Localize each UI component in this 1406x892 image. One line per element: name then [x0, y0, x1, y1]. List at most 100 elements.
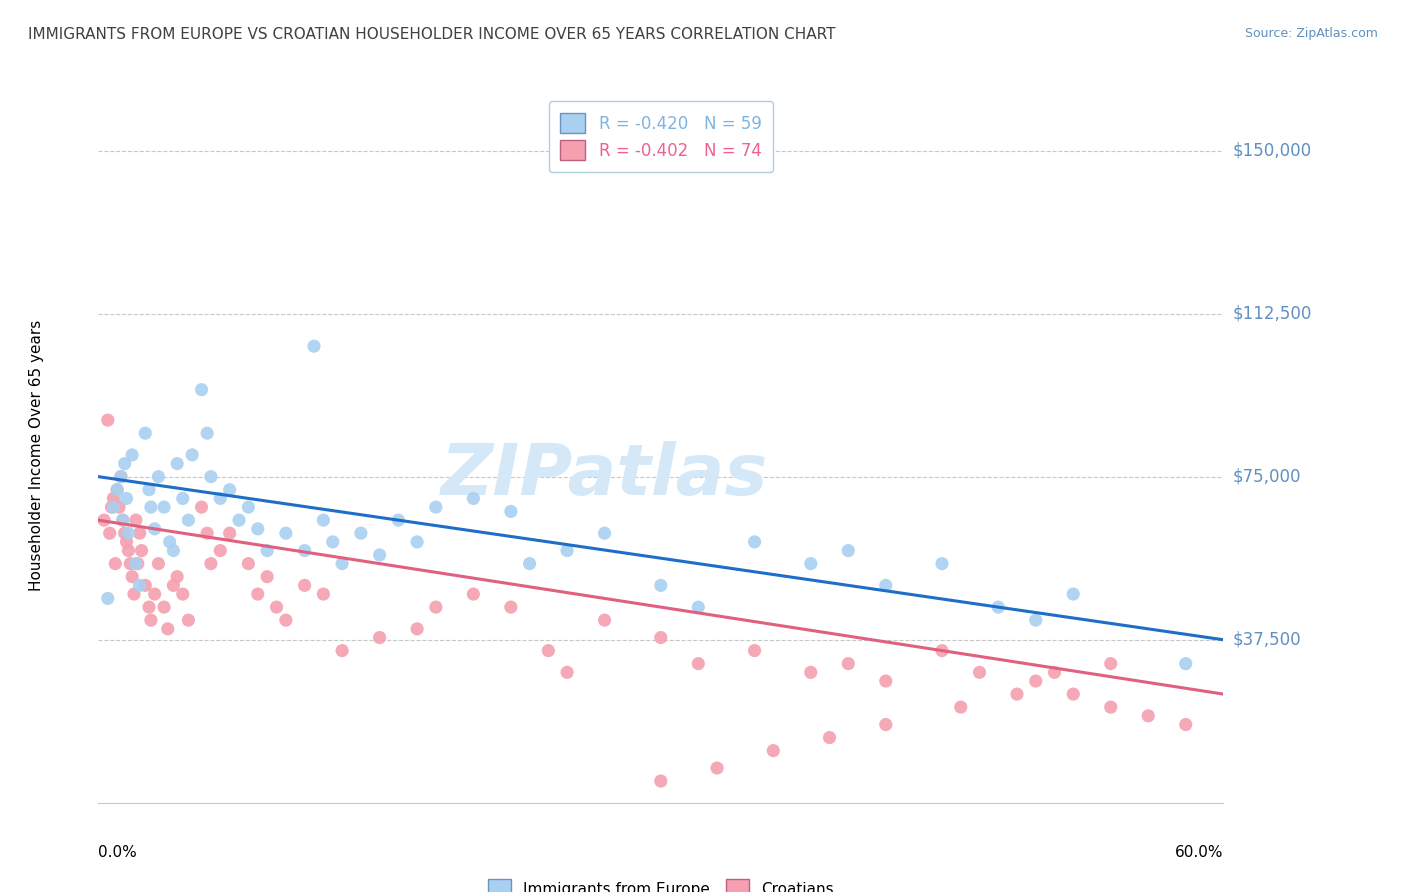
- Point: [650, 774, 672, 789]
- Point: [463, 491, 485, 506]
- Point: [837, 657, 859, 671]
- Point: [105, 483, 128, 497]
- Point: [200, 469, 222, 483]
- Point: [425, 600, 447, 615]
- Point: [302, 339, 325, 353]
- Point: [762, 744, 785, 758]
- Point: [110, 469, 132, 483]
- Point: [100, 500, 122, 514]
- Point: [875, 674, 897, 689]
- Point: [463, 587, 485, 601]
- Text: 60.0%: 60.0%: [1175, 845, 1223, 860]
- Point: [134, 426, 156, 441]
- Point: [246, 522, 269, 536]
- Point: [195, 526, 218, 541]
- Text: Householder Income Over 65 years: Householder Income Over 65 years: [30, 319, 44, 591]
- Point: [125, 513, 148, 527]
- Point: [138, 483, 160, 497]
- Point: [115, 535, 138, 549]
- Point: [800, 665, 823, 680]
- Point: [330, 557, 353, 571]
- Point: [519, 557, 541, 571]
- Point: [406, 535, 429, 549]
- Point: [744, 535, 766, 549]
- Point: [121, 448, 143, 462]
- Point: [1174, 717, 1197, 731]
- Point: [114, 457, 136, 471]
- Point: [156, 622, 179, 636]
- Point: [555, 665, 578, 680]
- Point: [744, 643, 766, 657]
- Text: 0.0%: 0.0%: [98, 845, 138, 860]
- Point: [837, 543, 859, 558]
- Point: [172, 491, 194, 506]
- Text: $150,000: $150,000: [1233, 142, 1312, 160]
- Point: [312, 513, 335, 527]
- Point: [153, 500, 176, 514]
- Point: [181, 448, 204, 462]
- Point: [350, 526, 373, 541]
- Point: [134, 578, 156, 592]
- Point: [368, 548, 391, 562]
- Point: [131, 543, 153, 558]
- Point: [368, 631, 391, 645]
- Point: [98, 526, 121, 541]
- Point: [688, 657, 710, 671]
- Legend: Immigrants from Europe, Croatians: Immigrants from Europe, Croatians: [482, 873, 839, 892]
- Point: [117, 543, 139, 558]
- Point: [330, 643, 353, 657]
- Point: [987, 600, 1010, 615]
- Point: [177, 513, 200, 527]
- Point: [97, 413, 120, 427]
- Point: [190, 500, 212, 514]
- Point: [103, 491, 125, 506]
- Point: [238, 557, 260, 571]
- Point: [1025, 674, 1047, 689]
- Point: [139, 613, 162, 627]
- Point: [200, 557, 222, 571]
- Point: [148, 469, 170, 483]
- Text: $75,000: $75,000: [1233, 467, 1301, 485]
- Point: [706, 761, 728, 775]
- Point: [139, 500, 162, 514]
- Point: [1099, 700, 1122, 714]
- Point: [266, 600, 288, 615]
- Point: [115, 491, 138, 506]
- Point: [875, 717, 897, 731]
- Point: [122, 587, 145, 601]
- Point: [1062, 587, 1084, 601]
- Point: [387, 513, 409, 527]
- Point: [499, 600, 522, 615]
- Point: [499, 504, 522, 518]
- Point: [875, 578, 897, 592]
- Point: [256, 570, 278, 584]
- Text: Source: ZipAtlas.com: Source: ZipAtlas.com: [1244, 27, 1378, 40]
- Point: [274, 613, 297, 627]
- Text: $37,500: $37,500: [1233, 631, 1301, 648]
- Point: [1025, 613, 1047, 627]
- Text: ZIPatlas: ZIPatlas: [441, 442, 768, 510]
- Point: [177, 613, 200, 627]
- Point: [97, 591, 120, 606]
- Point: [1005, 687, 1028, 701]
- Point: [148, 557, 170, 571]
- Point: [110, 469, 132, 483]
- Point: [406, 622, 429, 636]
- Point: [294, 578, 316, 592]
- Point: [931, 557, 953, 571]
- Point: [127, 557, 149, 571]
- Point: [238, 500, 260, 514]
- Point: [1062, 687, 1084, 701]
- Point: [138, 600, 160, 615]
- Point: [104, 557, 127, 571]
- Point: [555, 543, 578, 558]
- Point: [294, 543, 316, 558]
- Point: [159, 535, 181, 549]
- Point: [162, 578, 184, 592]
- Point: [969, 665, 991, 680]
- Point: [108, 500, 131, 514]
- Point: [274, 526, 297, 541]
- Point: [128, 578, 150, 592]
- Point: [1043, 665, 1066, 680]
- Point: [256, 543, 278, 558]
